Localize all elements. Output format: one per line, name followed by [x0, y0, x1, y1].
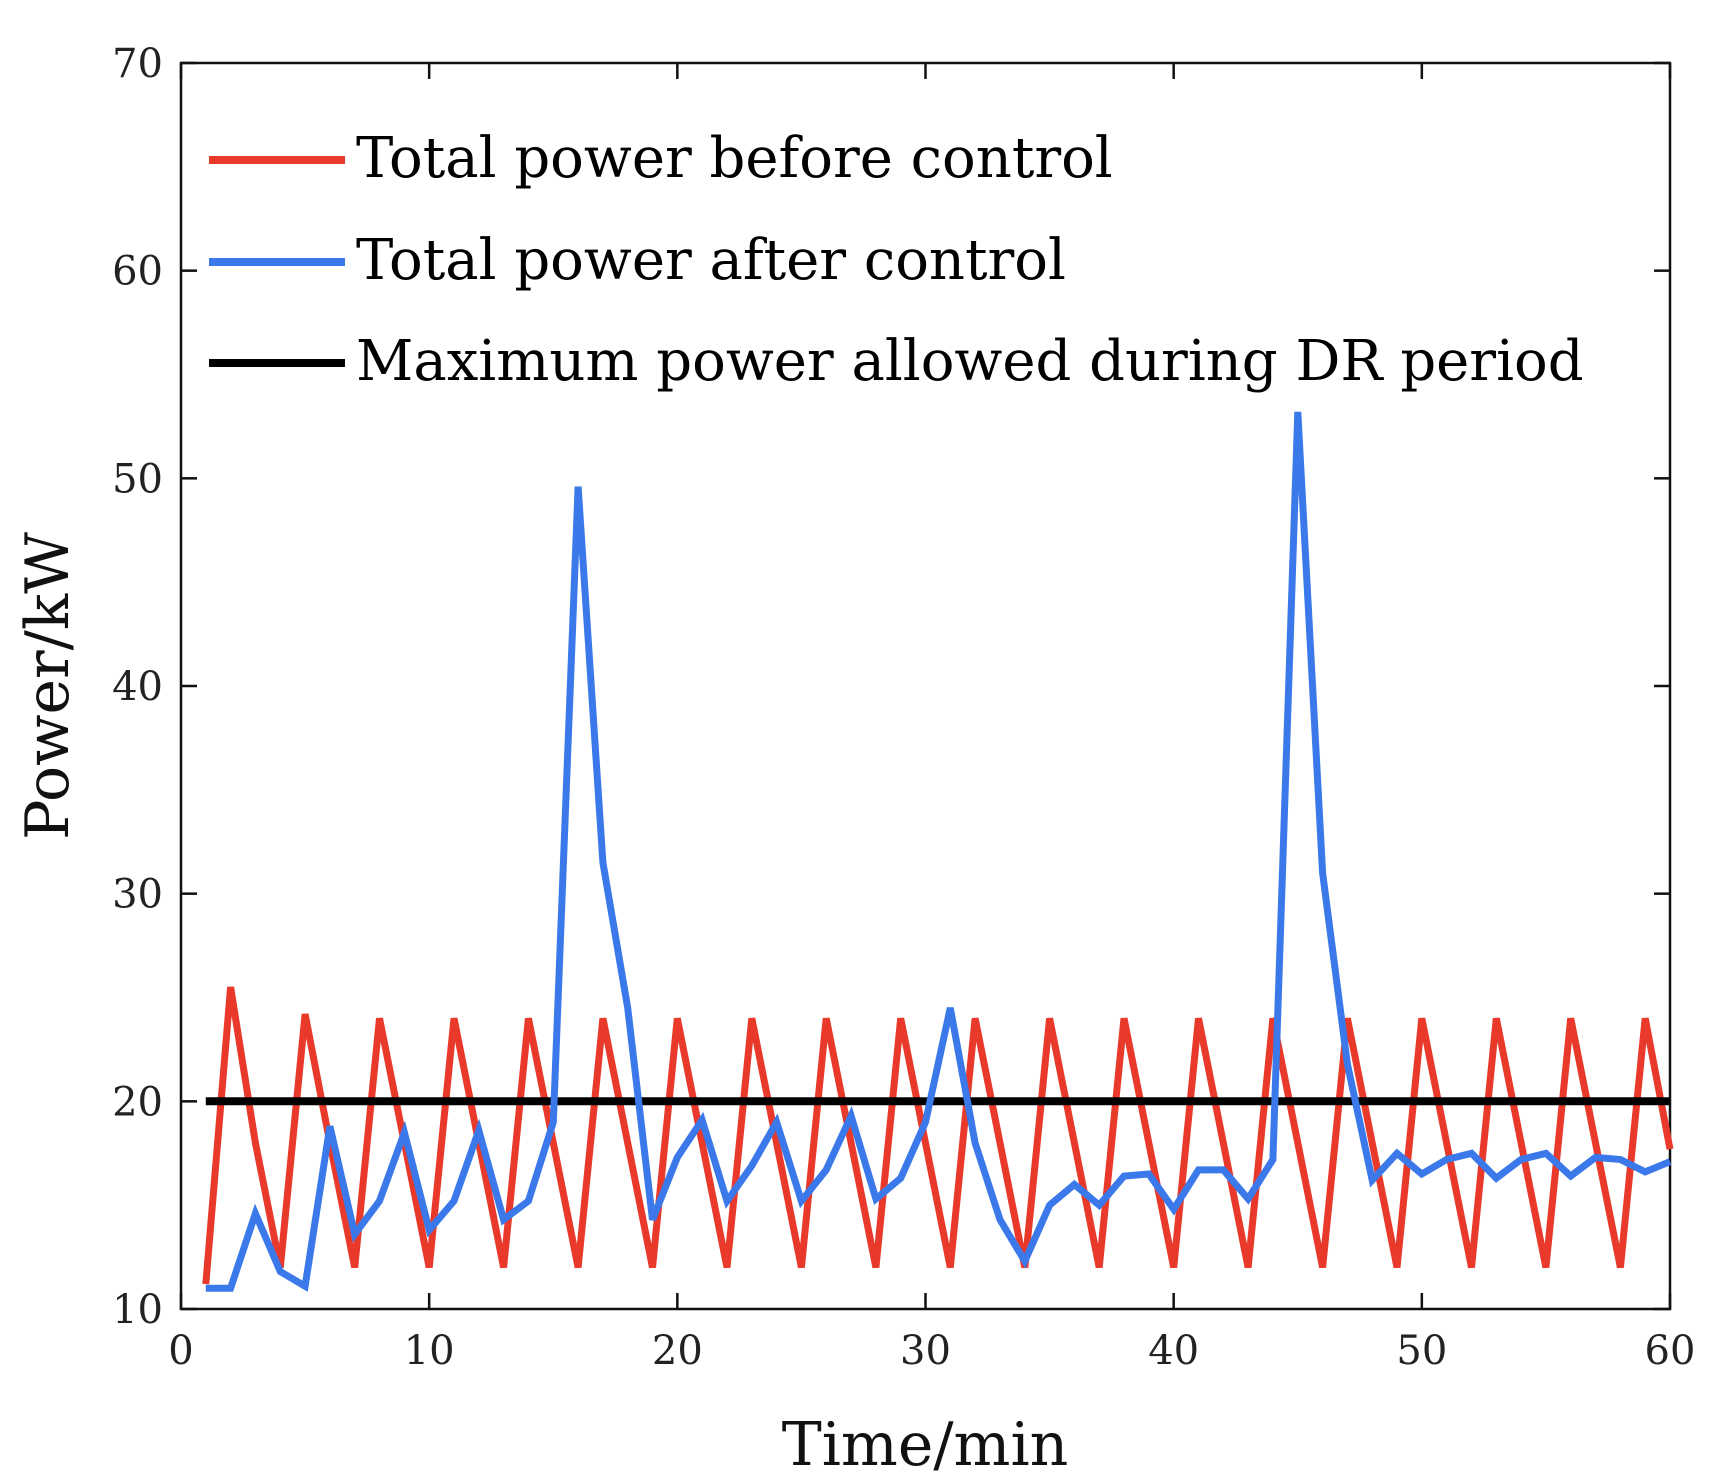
legend-entry-after-control: Total power after control	[209, 228, 1066, 293]
x-tick-label: 60	[1645, 1328, 1696, 1374]
x-tick-label: 10	[404, 1328, 455, 1374]
legend-label: Total power after control	[356, 228, 1066, 293]
y-axis-title: Power/kW	[13, 532, 83, 840]
legend-label: Total power before control	[356, 126, 1113, 191]
y-tick-label: 60	[112, 249, 163, 295]
series-line-before-control	[202, 986, 1674, 1285]
series-line-after-control	[205, 411, 1672, 1292]
legend-entry-before-control: Total power before control	[209, 126, 1113, 191]
x-tick-label: 40	[1148, 1328, 1199, 1374]
legend-entry-max-power: Maximum power allowed during DR period	[209, 329, 1584, 394]
x-tick-label: 30	[900, 1328, 951, 1374]
y-tick-label: 70	[112, 41, 163, 87]
x-axis: 0 10 20 30 40 50 60	[168, 63, 1695, 1374]
legend: Total power before control Total power af…	[209, 126, 1584, 394]
y-tick-label: 30	[112, 872, 163, 918]
x-tick-label: 50	[1396, 1328, 1447, 1374]
series-group	[202, 411, 1674, 1292]
legend-label: Maximum power allowed during DR period	[356, 329, 1584, 394]
x-tick-label: 20	[652, 1328, 703, 1374]
y-tick-label: 50	[112, 456, 163, 502]
y-tick-label: 10	[112, 1287, 163, 1333]
x-axis-title: Time/min	[782, 1410, 1069, 1480]
y-tick-label: 40	[112, 664, 163, 710]
x-tick-label: 0	[168, 1328, 193, 1374]
y-axis: 10 20 30 40 50 60 70	[112, 41, 1670, 1333]
y-tick-label: 20	[112, 1079, 163, 1125]
